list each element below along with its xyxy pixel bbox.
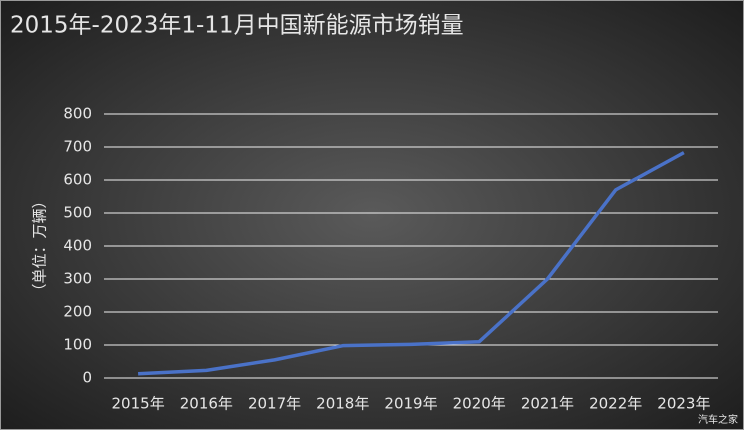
x-tick-label: 2017年 — [248, 395, 301, 413]
y-tick-label: 0 — [82, 369, 92, 387]
y-tick-label: 300 — [63, 270, 92, 288]
y-tick-label: 800 — [63, 105, 92, 123]
x-tick-label: 2023年 — [657, 395, 710, 413]
x-tick-label: 2016年 — [180, 395, 233, 413]
y-axis-label: （单位：万辆） — [31, 193, 49, 298]
x-tick-label: 2018年 — [316, 395, 369, 413]
x-tick-label: 2019年 — [384, 395, 437, 413]
y-tick-label: 100 — [63, 336, 92, 354]
y-tick-label: 600 — [63, 171, 92, 189]
x-tick-label: 2015年 — [112, 395, 165, 413]
y-tick-label: 700 — [63, 138, 92, 156]
y-tick-label: 400 — [63, 237, 92, 255]
chart-title: 2015年-2023年1-11月中国新能源市场销量 — [10, 13, 464, 39]
y-tick-label: 500 — [63, 204, 92, 222]
x-tick-label: 2022年 — [589, 395, 642, 413]
data-line — [138, 151, 685, 376]
y-tick-label: 200 — [63, 303, 92, 321]
x-tick-label: 2021年 — [521, 395, 574, 413]
x-tick-label: 2020年 — [453, 395, 506, 413]
watermark: 汽车之家 — [698, 413, 738, 426]
